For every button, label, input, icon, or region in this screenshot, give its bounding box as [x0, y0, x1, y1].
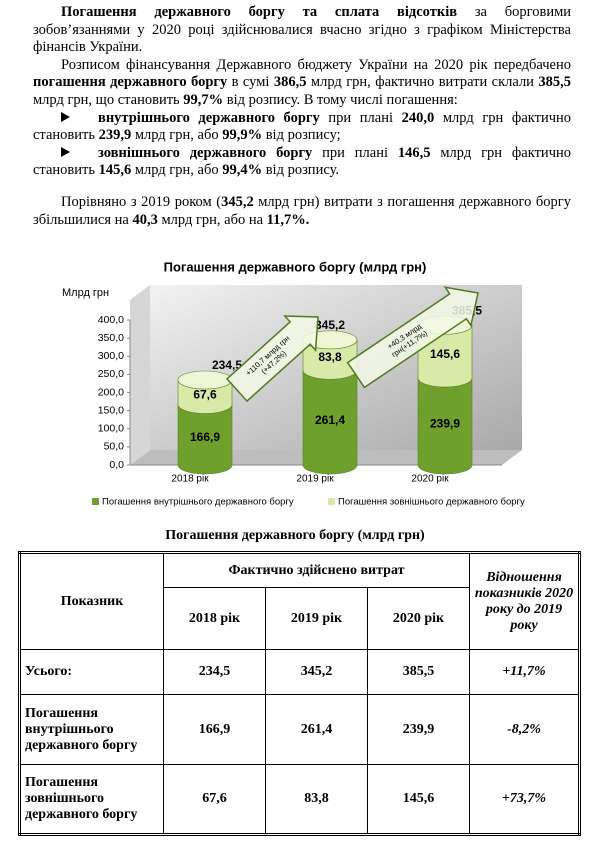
- text-run: млрд грн, або: [131, 127, 223, 144]
- text-run: Розписом фінансування Державного бюджету…: [61, 56, 571, 73]
- text-run: внутрішнього державного боргу: [98, 109, 320, 126]
- cell: +73,7%: [469, 764, 580, 835]
- y-tick-label: 400,0: [98, 314, 124, 326]
- header-cell: 2019 рік: [264, 587, 368, 650]
- text-run: 146,5: [397, 144, 431, 161]
- row-label: Погашення внутрішнього державного боргу: [19, 694, 164, 765]
- row-label: Усього:: [19, 649, 164, 695]
- text-run: 99,9%: [222, 127, 263, 144]
- body-text: Погашення державного боргу та сплата від…: [33, 4, 571, 229]
- text-run: від розпису.: [262, 162, 339, 179]
- text-run: млрд грн, що становить: [33, 91, 184, 108]
- text-run: зовнішнього державного боргу: [98, 144, 313, 161]
- chart: Погашення державного боргу (млрд грн) Мл…: [62, 259, 525, 508]
- x-tick-label: 2020 рік: [411, 474, 449, 485]
- arrow: [225, 315, 319, 403]
- cell: -8,2%: [469, 694, 580, 765]
- bullet-item: внутрішнього державного боргу при плані …: [33, 110, 571, 145]
- text-run: 99,4%: [222, 162, 263, 179]
- cell: 385,5: [366, 649, 471, 695]
- cell: 67,6: [163, 764, 266, 835]
- bullet: [61, 111, 70, 122]
- value-label: 83,8: [318, 350, 342, 364]
- y-tick-label: 300,0: [98, 350, 124, 362]
- cell: 261,4: [264, 694, 368, 765]
- text-run: млрд грн, фактично витрати склали: [306, 74, 539, 91]
- text-run: 385,5: [538, 74, 571, 91]
- y-tick-label: 200,0: [98, 386, 124, 398]
- cell: +11,7%: [469, 649, 580, 695]
- header-cell: 2020 рік: [366, 587, 471, 650]
- text-run: 386,5: [273, 74, 307, 91]
- cell: 145,6: [366, 764, 471, 835]
- header-cell: Фактично здійснено витрат: [163, 552, 470, 588]
- bullet-item: зовнішнього державного боргу при плані 1…: [33, 145, 571, 180]
- text-run: при плані: [319, 109, 402, 126]
- text-run: 11,7%.: [266, 211, 310, 228]
- y-tick-label: 350,0: [98, 332, 124, 344]
- text-run: 240,0: [401, 109, 435, 126]
- text-run: погашення державного боргу: [33, 74, 228, 91]
- text-run: млрд грн, або: [131, 162, 223, 179]
- row-label: Погашення зовнішнього державного боргу: [19, 764, 164, 835]
- text-run: 40,3: [132, 211, 158, 228]
- text-run: 99,7%: [183, 91, 224, 108]
- x-tick-label: 2019 рік: [296, 474, 334, 485]
- text-run: млрд грн) витрати з погашення державного…: [33, 193, 571, 228]
- paragraph: Розписом фінансування Державного бюджету…: [33, 57, 571, 110]
- legend-swatch: [92, 498, 99, 505]
- value-label: 67,6: [193, 387, 217, 401]
- header-cell: Відношення показників 2020 року до 2019 …: [469, 552, 580, 650]
- value-label: 166,9: [190, 430, 220, 444]
- text-run: млрд грн фактично становить: [33, 109, 572, 144]
- text-run: 345,2: [221, 193, 254, 210]
- x-tick-label: 2018 рік: [171, 474, 209, 485]
- text-run: від розпису. В тому числі погашення:: [223, 91, 458, 108]
- legend-label: Погашення зовнішнього державного боргу: [338, 497, 525, 508]
- header-cell: 2018 рік: [163, 587, 266, 650]
- paragraph: Погашення державного боргу та сплата від…: [33, 4, 571, 57]
- y-axis-title: Млрд грн: [62, 287, 109, 299]
- chart-title: Погашення державного боргу (млрд грн): [164, 259, 427, 274]
- bullet: [61, 146, 70, 157]
- text-run: 239,9: [98, 127, 132, 144]
- total-label: 345,2: [315, 318, 345, 332]
- header-cell: Показник: [19, 552, 164, 650]
- cell: 239,9: [366, 694, 471, 765]
- bar-top: [177, 370, 233, 390]
- y-tick-label: 50,0: [104, 441, 125, 453]
- text-run: від розпису;: [262, 127, 341, 144]
- text-run: при плані: [312, 144, 398, 161]
- paragraph: Порівняно з 2019 роком (345,2 млрд грн) …: [33, 194, 571, 229]
- y-tick-label: 0,0: [109, 459, 124, 471]
- text-run: за борговими зобов’язаннями у 2020 році …: [33, 4, 572, 56]
- value-label: 145,6: [430, 347, 460, 361]
- legend-label: Погашення внутрішнього державного боргу: [102, 497, 294, 508]
- cell: 83,8: [264, 764, 368, 835]
- text-run: 145,6: [98, 162, 132, 179]
- text-run: в сумі: [227, 74, 274, 91]
- arrow: [346, 286, 479, 389]
- text-run: млрд грн, або на: [157, 211, 267, 228]
- value-label: 261,4: [315, 413, 345, 427]
- y-tick-label: 250,0: [98, 368, 124, 380]
- total-label: 234,5: [212, 358, 242, 372]
- cell: 166,9: [163, 694, 266, 765]
- legend-swatch: [328, 498, 335, 505]
- value-label: 239,9: [430, 417, 460, 431]
- data-table: Показник Фактично здійснено витрат Відно…: [18, 551, 581, 836]
- side-wall: [130, 285, 150, 465]
- text-run: млрд грн фактично становить: [33, 144, 571, 179]
- y-tick-label: 150,0: [98, 404, 124, 416]
- cell: 234,5: [163, 649, 266, 695]
- text-run: Погашення державного боргу та сплата від…: [61, 4, 458, 20]
- text-run: Порівняно з 2019 роком (: [61, 193, 222, 210]
- cell: 345,2: [264, 649, 368, 695]
- table-title: Погашення державного боргу (млрд грн): [165, 528, 425, 543]
- y-tick-label: 100,0: [98, 423, 124, 435]
